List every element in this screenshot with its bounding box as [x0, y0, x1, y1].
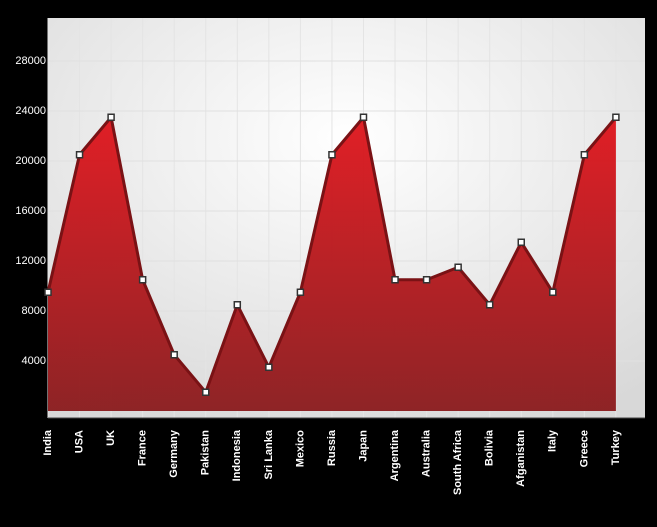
data-point — [44, 288, 52, 296]
x-tick-label: UK — [105, 430, 117, 446]
data-point — [170, 351, 178, 359]
x-tick-label: Indonesia — [231, 429, 243, 481]
data-point — [391, 276, 399, 284]
data-point — [549, 288, 557, 296]
x-tick-label: Japan — [357, 430, 369, 462]
x-tick-label: France — [137, 430, 149, 466]
data-point — [75, 151, 84, 159]
x-tick-label: Bolivia — [484, 429, 496, 466]
x-tick-label: Pakistan — [200, 430, 212, 476]
x-tick-label: Greece — [578, 430, 590, 467]
data-point — [328, 151, 336, 159]
data-point — [612, 113, 620, 121]
data-point — [265, 363, 273, 371]
data-point — [359, 113, 368, 121]
y-tick-label: 20000 — [15, 155, 46, 167]
data-point — [422, 276, 431, 284]
x-tick-label: Germany — [168, 429, 180, 478]
data-point — [485, 301, 494, 309]
area-fill — [48, 117, 616, 411]
y-tick-label: 24000 — [15, 105, 46, 117]
x-tick-label: South Africa — [452, 429, 464, 495]
x-tick-label: Mexico — [294, 430, 306, 468]
x-tick-label: Turkey — [610, 429, 622, 465]
data-point — [107, 113, 115, 121]
y-tick-label: 12000 — [15, 255, 46, 267]
data-point — [233, 301, 242, 309]
x-tick-label: Sri Lanka — [263, 429, 275, 479]
y-tick-label: 28000 — [15, 55, 46, 67]
y-tick-label: 16000 — [15, 205, 46, 217]
x-tick-label: Australia — [421, 429, 433, 477]
data-point — [580, 151, 589, 159]
x-tick-label: Afganistan — [515, 430, 527, 487]
x-tick-label: Argentina — [389, 429, 401, 481]
data-point — [138, 276, 147, 284]
x-tick-label: USA — [73, 430, 85, 453]
x-tick-label: Russia — [326, 429, 338, 466]
data-point — [202, 388, 210, 396]
data-point — [296, 288, 305, 296]
y-tick-label: 8000 — [22, 305, 46, 317]
x-tick-label: Italy — [547, 429, 559, 452]
data-point — [517, 238, 525, 246]
data-point — [454, 263, 462, 271]
y-tick-label: 4000 — [22, 355, 46, 367]
x-tick-label: India — [42, 429, 54, 456]
